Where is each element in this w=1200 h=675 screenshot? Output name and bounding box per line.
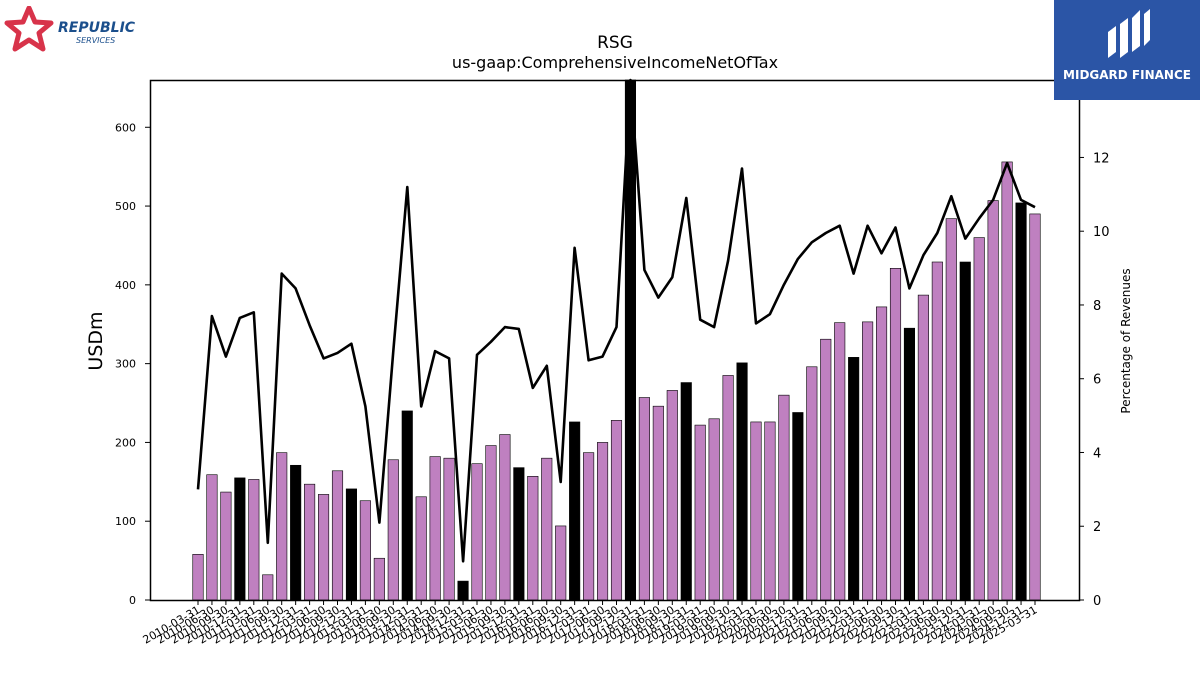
line-layer [196, 78, 1036, 563]
y2-tick-label: 2 [1093, 520, 1101, 535]
y-axis-label: USDm [85, 311, 107, 370]
plot-frame [149, 79, 1081, 602]
bar-2023-12-31 [959, 261, 971, 601]
bar-2017-06-30 [596, 442, 609, 601]
bar-2024-12-31 [1015, 202, 1027, 601]
bar-2022-09-30 [889, 268, 902, 601]
bar-2015-12-31 [513, 467, 525, 601]
bar-2014-06-30 [429, 456, 441, 601]
y-tick-label: 0 [129, 594, 136, 607]
republic-logo-text: REPUBLIC [58, 20, 136, 36]
bar-2021-06-30 [820, 338, 832, 601]
bar-2016-09-30 [555, 525, 567, 601]
bar-2010-06-30 [206, 474, 218, 601]
y-tick-label: 600 [115, 121, 136, 134]
bar-2017-03-31 [583, 452, 595, 601]
y-tick-label: 100 [115, 515, 136, 528]
midgard-finance-logo: MIDGARD FINANCE [1054, 0, 1200, 100]
y-tick-label: 500 [115, 200, 136, 213]
series-line [196, 78, 1036, 563]
axes-layer: 01002003004005006000246810122010-03-3120… [115, 121, 1110, 646]
y2-tick-label: 10 [1093, 225, 1110, 240]
y2-tick-label: 8 [1093, 299, 1101, 314]
bar-2019-12-31 [736, 362, 748, 601]
bar-2012-06-30 [317, 494, 330, 601]
bar-2019-09-30 [722, 375, 734, 601]
bar-2013-12-31 [401, 410, 413, 601]
bar-2023-06-30 [931, 261, 943, 601]
chart-subtitle: us-gaap:ComprehensiveIncomeNetOfTax [452, 53, 778, 72]
bar-2014-09-30 [443, 457, 455, 601]
bar-2022-03-31 [862, 321, 874, 601]
chart-title: RSG [597, 33, 633, 53]
bar-2012-09-30 [331, 470, 344, 601]
bar-2014-12-31 [457, 580, 469, 601]
bar-2014-03-31 [415, 496, 427, 601]
y2-tick-label: 0 [1093, 594, 1101, 609]
bar-2019-03-31 [694, 424, 706, 601]
y2-tick-label: 12 [1093, 151, 1110, 166]
bar-2011-06-30 [262, 574, 274, 601]
bar-2016-12-31 [569, 421, 581, 601]
bar-2021-03-31 [806, 366, 818, 601]
bar-2024-09-30 [1001, 161, 1013, 601]
bar-2011-12-31 [290, 464, 302, 601]
bar-2015-09-30 [499, 434, 511, 601]
bar-2025-03-31 [1029, 213, 1041, 601]
bar-2016-03-31 [527, 476, 539, 601]
bar-2018-03-31 [638, 397, 650, 601]
bar-2013-09-30 [387, 459, 399, 601]
bar-2010-12-31 [234, 477, 246, 601]
bar-2017-09-30 [610, 420, 623, 601]
midgard-emblem-icon [1108, 9, 1150, 58]
bar-2018-12-31 [680, 382, 692, 601]
bar-2018-06-30 [652, 405, 664, 601]
bar-2022-06-30 [875, 306, 888, 601]
bar-2024-03-31 [973, 237, 985, 601]
republic-logo-subtext: SERVICES [76, 36, 116, 45]
y-tick-label: 200 [115, 436, 136, 449]
bar-2020-03-31 [750, 421, 762, 601]
bar-2021-09-30 [834, 322, 846, 601]
bar-2023-03-31 [917, 294, 929, 601]
bar-2016-06-30 [541, 457, 553, 601]
bar-2024-06-30 [987, 200, 999, 601]
bar-2015-03-31 [471, 463, 483, 601]
bar-2012-03-31 [304, 483, 316, 601]
bars-layer [192, 79, 1041, 601]
bar-2019-06-30 [708, 418, 720, 601]
bar-2015-06-30 [485, 445, 497, 601]
bar-2021-12-31 [848, 357, 860, 601]
bar-2010-09-30 [220, 491, 232, 601]
y2-tick-label: 4 [1093, 446, 1101, 461]
bar-2020-12-31 [792, 412, 804, 601]
bar-2013-06-30 [373, 557, 385, 601]
bar-2022-12-31 [903, 327, 916, 601]
bar-2013-03-31 [359, 500, 371, 601]
bar-2020-06-30 [764, 421, 776, 601]
y2-tick-label: 6 [1093, 373, 1101, 388]
bar-2020-09-30 [778, 394, 790, 601]
bar-2018-09-30 [666, 390, 678, 601]
bar-2023-09-30 [945, 218, 957, 601]
republic-star-icon [4, 5, 54, 52]
bar-2011-09-30 [276, 452, 288, 601]
bar-2010-03-31 [192, 554, 204, 601]
y2-axis-label: Percentage of Revenues [1119, 268, 1133, 413]
y-tick-label: 400 [115, 279, 136, 292]
republic-services-logo: REPUBLIC SERVICES [4, 5, 144, 52]
y-tick-label: 300 [115, 358, 136, 371]
bar-2011-03-31 [248, 479, 260, 601]
midgard-logo-text: MIDGARD FINANCE [1063, 68, 1191, 82]
bar-2012-12-31 [345, 488, 358, 601]
